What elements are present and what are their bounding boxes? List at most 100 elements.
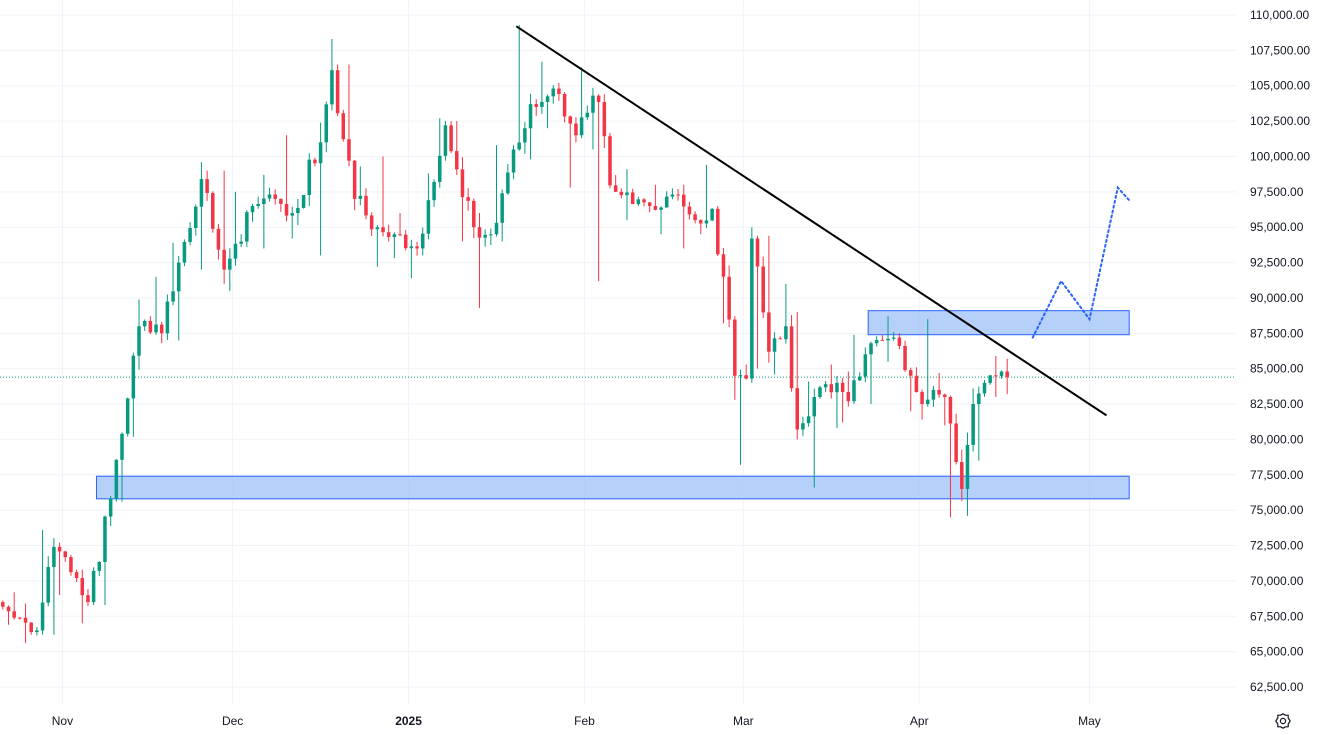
- candle-164[interactable]: [931, 385, 936, 407]
- candle-15[interactable]: [86, 589, 90, 607]
- candle-36[interactable]: [205, 170, 209, 201]
- candle-11[interactable]: [63, 550, 68, 562]
- candle-95[interactable]: [540, 61, 544, 114]
- candle-20[interactable]: [114, 458, 119, 502]
- candle-157[interactable]: [891, 332, 896, 341]
- candle-127[interactable]: [721, 247, 726, 324]
- candle-4[interactable]: [23, 603, 28, 644]
- candle-118[interactable]: [670, 188, 675, 200]
- candle-50[interactable]: [284, 135, 289, 222]
- candle-122[interactable]: [693, 211, 697, 224]
- candle-31[interactable]: [176, 256, 181, 341]
- candle-128[interactable]: [727, 265, 731, 328]
- candle-62[interactable]: [352, 160, 357, 211]
- candle-123[interactable]: [699, 219, 703, 235]
- candle-102[interactable]: [579, 67, 584, 139]
- candle-86[interactable]: [489, 228, 493, 246]
- candle-6[interactable]: [35, 626, 39, 636]
- candle-132[interactable]: [750, 227, 754, 383]
- candle-72[interactable]: [409, 239, 414, 279]
- candle-16[interactable]: [91, 567, 96, 605]
- candle-106[interactable]: [602, 94, 607, 149]
- price-axis[interactable]: 110,000.00 107,500.00 105,000.00 102,500.00…: [1237, 0, 1317, 735]
- candle-145[interactable]: [823, 380, 828, 392]
- candle-0[interactable]: [1, 600, 5, 610]
- candle-85[interactable]: [483, 229, 487, 247]
- candle-139[interactable]: [789, 315, 794, 392]
- candle-110[interactable]: [625, 169, 629, 221]
- candle-19[interactable]: [108, 496, 113, 526]
- candle-160[interactable]: [908, 367, 913, 412]
- candle-159[interactable]: [903, 340, 907, 372]
- candle-48[interactable]: [273, 189, 277, 205]
- candle-21[interactable]: [120, 432, 124, 502]
- candle-74[interactable]: [420, 227, 425, 256]
- candle-116[interactable]: [659, 206, 663, 235]
- candle-153[interactable]: [869, 341, 873, 405]
- candle-172[interactable]: [977, 386, 981, 461]
- candle-49[interactable]: [279, 198, 283, 213]
- candle-176[interactable]: [999, 370, 1004, 379]
- trendline-segment[interactable]: [515, 25, 1108, 417]
- candle-152[interactable]: [863, 347, 868, 383]
- candle-105[interactable]: [596, 94, 601, 281]
- candle-53[interactable]: [301, 194, 306, 209]
- candle-112[interactable]: [636, 196, 641, 207]
- candle-168[interactable]: [954, 413, 958, 465]
- candle-140[interactable]: [795, 312, 799, 440]
- candle-141[interactable]: [801, 416, 805, 436]
- candle-91[interactable]: [517, 24, 521, 151]
- candle-96[interactable]: [545, 94, 550, 129]
- candle-174[interactable]: [988, 375, 992, 385]
- candle-92[interactable]: [523, 122, 527, 154]
- candle-1[interactable]: [6, 605, 11, 625]
- candle-98[interactable]: [557, 82, 561, 101]
- candle-109[interactable]: [619, 188, 624, 199]
- candle-37[interactable]: [211, 191, 215, 233]
- candle-156[interactable]: [886, 316, 890, 362]
- candle-14[interactable]: [80, 569, 85, 624]
- candle-38[interactable]: [216, 224, 221, 260]
- candle-148[interactable]: [840, 377, 845, 423]
- candle-100[interactable]: [568, 115, 573, 188]
- candle-151[interactable]: [857, 372, 862, 382]
- candle-56[interactable]: [318, 122, 323, 256]
- candle-87[interactable]: [494, 145, 499, 237]
- candle-75[interactable]: [426, 173, 431, 240]
- candle-150[interactable]: [852, 334, 856, 405]
- candle-155[interactable]: [880, 335, 885, 341]
- candle-175[interactable]: [994, 355, 998, 397]
- candle-29[interactable]: [165, 294, 170, 340]
- candle-114[interactable]: [647, 202, 652, 213]
- candle-45[interactable]: [256, 196, 260, 209]
- zone-0[interactable]: [95, 475, 1130, 500]
- candle-82[interactable]: [466, 188, 470, 211]
- candle-147[interactable]: [835, 375, 839, 429]
- candle-59[interactable]: [335, 64, 340, 117]
- candle-12[interactable]: [69, 554, 73, 576]
- candle-88[interactable]: [500, 189, 504, 242]
- candle-138[interactable]: [784, 283, 788, 344]
- candle-97[interactable]: [551, 85, 556, 104]
- candle-9[interactable]: [52, 538, 56, 635]
- candle-61[interactable]: [347, 64, 351, 167]
- candle-177[interactable]: [1005, 358, 1009, 395]
- candle-120[interactable]: [681, 184, 686, 249]
- candle-41[interactable]: [233, 191, 238, 266]
- candle-134[interactable]: [761, 256, 765, 318]
- candle-143[interactable]: [812, 388, 817, 488]
- candle-125[interactable]: [710, 208, 714, 222]
- candle-166[interactable]: [943, 393, 947, 426]
- candle-3[interactable]: [18, 616, 22, 620]
- candle-52[interactable]: [296, 198, 300, 226]
- trendline[interactable]: [515, 25, 1108, 417]
- candle-69[interactable]: [392, 232, 397, 259]
- candle-25[interactable]: [142, 319, 147, 331]
- candle-40[interactable]: [228, 248, 232, 291]
- candle-54[interactable]: [307, 153, 312, 206]
- candle-47[interactable]: [267, 187, 272, 202]
- candle-131[interactable]: [744, 364, 748, 380]
- candle-46[interactable]: [262, 174, 266, 249]
- candle-8[interactable]: [46, 556, 50, 607]
- candle-135[interactable]: [767, 235, 771, 363]
